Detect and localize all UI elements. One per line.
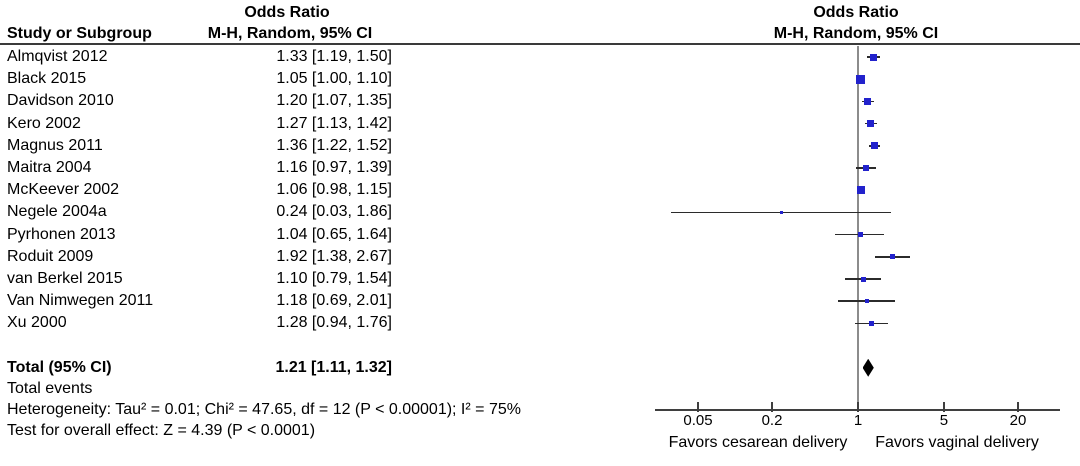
or-marker [864, 97, 872, 105]
study-label: Almqvist 2012 [7, 48, 108, 65]
total-diamond [862, 358, 874, 377]
study-label: Magnus 2011 [7, 136, 103, 154]
study-column-header: Study or Subgroup [7, 25, 152, 42]
study-or-value: 1.33 [1.19, 1.50] [276, 48, 392, 65]
study-or-value: 1.27 [1.13, 1.42] [276, 114, 392, 132]
axis-tick-label: 0.05 [683, 412, 713, 429]
or-marker [868, 320, 874, 326]
study-label: van Berkel 2015 [7, 270, 123, 287]
or-marker [869, 53, 877, 61]
axis-tick-label: 0.2 [761, 412, 783, 429]
study-or-value: 0.24 [0.03, 1.86] [276, 203, 392, 221]
total-or-value: 1.21 [1.11, 1.32] [275, 358, 392, 376]
study-or-value: 1.18 [0.69, 2.01] [276, 292, 392, 310]
no-effect-line [857, 46, 859, 410]
study-or-value: 1.36 [1.22, 1.52] [276, 136, 392, 154]
left-odds-ratio-header: Odds Ratio [244, 4, 330, 21]
axis-tick-label: 5 [939, 412, 949, 429]
total-events-label: Total events [7, 380, 93, 397]
axis-tick-label: 1 [853, 412, 863, 429]
study-label: Davidson 2010 [7, 92, 114, 110]
study-or-value: 1.28 [0.94, 1.76] [276, 314, 392, 332]
or-marker [860, 276, 866, 282]
total-label: Total (95% CI) [7, 358, 112, 376]
study-label: Roduit 2009 [7, 247, 94, 265]
study-or-value: 1.10 [0.79, 1.54] [276, 270, 392, 287]
study-or-value: 1.06 [0.98, 1.15] [276, 181, 392, 199]
or-marker [857, 186, 866, 195]
heterogeneity-stats: Heterogeneity: Tau² = 0.01; Chi² = 47.65… [7, 401, 521, 418]
or-marker [780, 210, 784, 214]
study-or-value: 1.92 [1.38, 2.67] [276, 247, 392, 265]
right-method-header: M-H, Random, 95% CI [773, 25, 939, 42]
study-label: McKeever 2002 [7, 181, 120, 199]
favors-right-label: Favors vaginal delivery [875, 434, 1039, 451]
overall-effect-stats: Test for overall effect: Z = 4.39 (P < 0… [7, 422, 316, 439]
or-marker [890, 254, 896, 260]
favors-left-label: Favors cesarean delivery [668, 434, 848, 451]
study-label: Kero 2002 [7, 114, 81, 132]
or-marker [870, 142, 878, 150]
study-label: Negele 2004a [7, 203, 107, 221]
study-label: Maitra 2004 [7, 159, 92, 176]
study-or-value: 1.05 [1.00, 1.10] [276, 70, 392, 88]
axis-tick-label: 20 [1009, 412, 1027, 429]
study-or-value: 1.16 [0.97, 1.39] [276, 159, 392, 176]
header-rule [0, 43, 1080, 45]
axis-tick [771, 402, 773, 412]
or-marker [856, 74, 866, 84]
right-odds-ratio-header: Odds Ratio [813, 4, 899, 21]
study-or-value: 1.20 [1.07, 1.35] [276, 92, 392, 110]
study-or-value: 1.04 [0.65, 1.64] [276, 225, 392, 243]
axis-tick [1017, 402, 1019, 412]
study-label: Xu 2000 [7, 314, 67, 332]
or-marker [862, 165, 869, 171]
left-method-header: M-H, Random, 95% CI [207, 25, 373, 42]
or-marker [864, 299, 869, 304]
study-label: Van Nimwegen 2011 [7, 292, 154, 310]
study-label: Pyrhonen 2013 [7, 225, 116, 243]
study-label: Black 2015 [7, 70, 87, 88]
axis-tick [697, 402, 699, 412]
or-marker [857, 232, 863, 238]
axis-tick [857, 402, 859, 412]
axis-tick [943, 402, 945, 412]
or-marker [867, 120, 875, 128]
